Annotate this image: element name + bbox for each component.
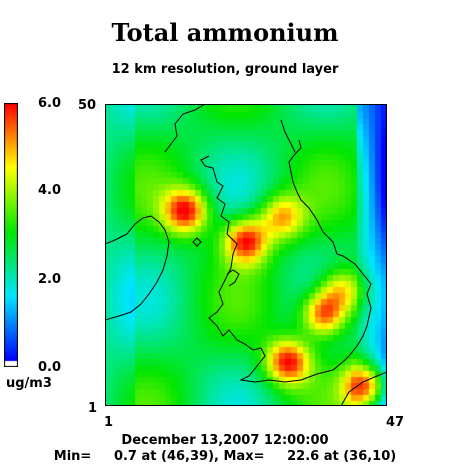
map-title: Total ammonium — [111, 18, 339, 47]
ammonium-concentration-map — [105, 104, 387, 406]
x-axis-max-label: 47 — [386, 415, 405, 430]
colorbar-tick-2: 2.0 — [38, 272, 62, 287]
colorbar-tick-0: 0.0 — [38, 360, 62, 375]
color-scale-bar — [4, 103, 18, 367]
x-axis-min-label: 1 — [104, 415, 114, 430]
colorbar-tick-6: 6.0 — [38, 96, 62, 111]
y-axis-max-label: 50 — [78, 98, 97, 113]
timestamp: December 13,2007 12:00:00 — [121, 433, 329, 448]
y-axis-min-label: 1 — [88, 401, 98, 416]
map-subtitle: 12 km resolution, ground layer — [111, 62, 339, 77]
min-max-stats: Min= 0.7 at (46,39), Max= 22.6 at (36,10… — [53, 449, 397, 464]
colorbar-tick-4: 4.0 — [38, 183, 62, 198]
colorbar-unit: ug/m3 — [6, 376, 52, 391]
